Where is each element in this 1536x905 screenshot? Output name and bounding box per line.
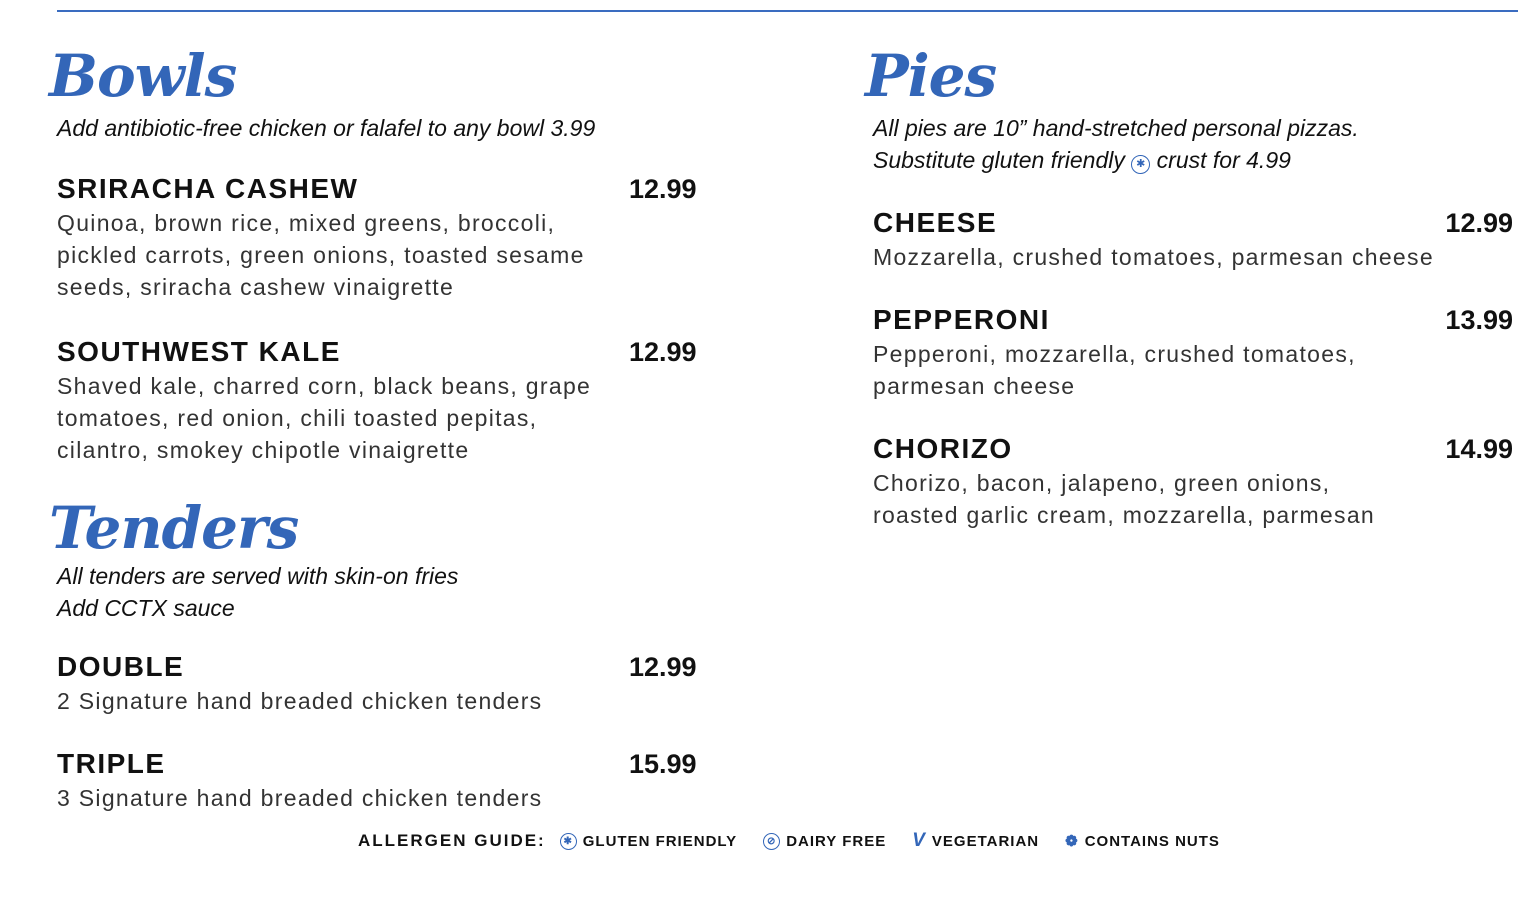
item-description: 2 Signature hand breaded chicken tenders (57, 688, 543, 714)
pies-section: Pies All pies are 10” hand-stretched per… (865, 44, 1513, 531)
item-name: CHORIZO (873, 433, 1013, 464)
item-name: PEPPERONI (873, 304, 1050, 335)
section-title: Tenders (49, 494, 299, 562)
item-description: 3 Signature hand breaded chicken tenders (57, 785, 543, 811)
item-name: SOUTHWEST KALE (57, 336, 341, 367)
section-subtitle: Add antibiotic-free chicken or falafel t… (57, 115, 596, 141)
item-price: 12.99 (629, 337, 697, 367)
item-price: 13.99 (1445, 305, 1513, 335)
item-name: SRIRACHA CASHEW (57, 173, 359, 204)
menu-item: PEPPERONI 13.99 Pepperoni, mozzarella, c… (873, 305, 1513, 402)
section-title: Pies (865, 42, 997, 110)
nut-icon: ❁ (1065, 833, 1079, 850)
allergen-vegetarian: V VEGETARIAN (912, 830, 1040, 851)
milk-crossed-icon: ⊘ (763, 832, 781, 850)
item-description: Quinoa, brown rice, mixed greens, brocco… (57, 210, 585, 300)
item-price: 12.99 (1445, 208, 1513, 238)
menu-item: CHORIZO 14.99 Chorizo, bacon, jalapeno, … (873, 434, 1513, 531)
section-subtitle: All pies are 10” hand-stretched personal… (873, 115, 1359, 174)
section-subtitle: All tenders are served with skin-on frie… (57, 563, 459, 621)
menu-item: DOUBLE 12.99 2 Signature hand breaded ch… (57, 652, 717, 717)
wheat-crossed-icon: ✱ (559, 832, 577, 850)
tenders-section: Tenders All tenders are served with skin… (49, 496, 717, 814)
item-description: Chorizo, bacon, jalapeno, green onions, r… (873, 470, 1375, 528)
bowls-section: Bowls Add antibiotic-free chicken or fal… (49, 44, 717, 466)
item-price: 15.99 (629, 749, 697, 779)
top-rule (57, 10, 1518, 12)
menu-item: SOUTHWEST KALE 12.99 Shaved kale, charre… (57, 337, 717, 466)
menu-item: CHEESE 12.99 Mozzarella, crushed tomatoe… (873, 208, 1513, 273)
item-price: 12.99 (629, 174, 697, 204)
allergen-guide: ALLERGEN GUIDE: ✱ GLUTEN FRIENDLY ⊘ DAIRY … (358, 830, 1246, 852)
allergen-dairy-free: ⊘ DAIRY FREE (763, 832, 886, 850)
item-name: CHEESE (873, 207, 998, 238)
item-price: 12.99 (629, 652, 697, 682)
menu-item: SRIRACHA CASHEW 12.99 Quinoa, brown rice… (57, 174, 717, 303)
item-price: 14.99 (1445, 434, 1513, 464)
allergen-guide-label: ALLERGEN GUIDE: (358, 831, 546, 850)
allergen-gluten-friendly: ✱ GLUTEN FRIENDLY (559, 832, 737, 850)
item-description: Pepperoni, mozzarella, crushed tomatoes,… (873, 341, 1356, 399)
item-description: Shaved kale, charred corn, black beans, … (57, 373, 592, 463)
v-icon: V (912, 830, 926, 851)
section-title: Bowls (49, 42, 237, 110)
item-description: Mozzarella, crushed tomatoes, parmesan c… (873, 244, 1434, 270)
allergen-contains-nuts: ❁ CONTAINS NUTS (1065, 832, 1220, 851)
menu-item: TRIPLE 15.99 3 Signature hand breaded ch… (57, 749, 717, 814)
item-name: TRIPLE (57, 748, 166, 779)
item-name: DOUBLE (57, 651, 185, 682)
gluten-friendly-icon: ✱ (1131, 155, 1151, 174)
